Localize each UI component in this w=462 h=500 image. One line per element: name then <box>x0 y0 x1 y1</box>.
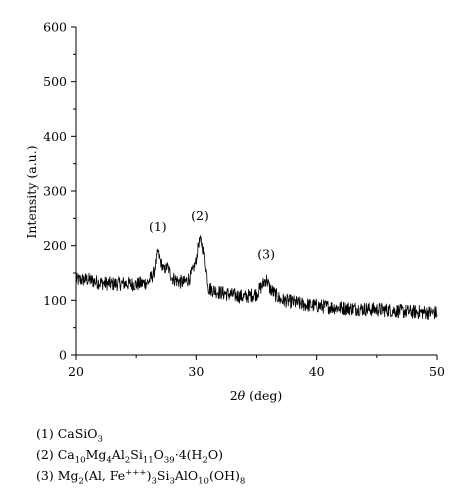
x-tick-label: 30 <box>188 364 204 379</box>
y-tick-label: 0 <box>59 348 67 363</box>
y-tick-label: 100 <box>43 293 67 308</box>
xrd-pattern-line <box>75 235 438 320</box>
chart-ticks: 0 100 200 300 400 500 600 20 30 40 50 <box>43 20 445 380</box>
legend-number: (3) <box>36 468 54 484</box>
chart-axes <box>75 27 437 356</box>
y-tick-label: 600 <box>43 20 67 35</box>
peak-label-2: (2) <box>191 208 209 223</box>
y-tick-label: 500 <box>43 74 67 89</box>
x-axis-label: 2θ (deg) <box>230 388 283 403</box>
legend-item-1: (1) CaSiO3 <box>36 426 103 445</box>
legend-formula: Ca10Mg4Al2Si11O39·4(H2O) <box>57 447 223 466</box>
legend-formula: Mg2(Al, Fe+++)3Si3AlO10(OH)8 <box>57 468 246 487</box>
legend-item-3: (3) Mg2(Al, Fe+++)3Si3AlO10(OH)8 <box>36 469 245 486</box>
x-tick-label: 20 <box>68 364 84 379</box>
y-tick-label: 400 <box>43 129 67 144</box>
x-tick-label: 40 <box>309 364 325 379</box>
chart-series <box>75 235 438 320</box>
legend-number: (2) <box>36 447 54 462</box>
x-tick-label: 50 <box>429 364 445 379</box>
legend-formula: CaSiO3 <box>57 426 103 445</box>
peak-label-1: (1) <box>149 219 167 234</box>
y-axis-label: Intensity (a.u.) <box>24 145 39 238</box>
peak-label-3: (3) <box>257 246 275 261</box>
chart-annotations: (1) (2) (3) <box>149 208 275 261</box>
y-tick-label: 200 <box>43 238 67 253</box>
y-tick-label: 300 <box>43 184 67 199</box>
legend-number: (1) <box>36 426 54 441</box>
legend-item-2: (2) Ca10Mg4Al2Si11O39·4(H2O) <box>36 447 223 466</box>
